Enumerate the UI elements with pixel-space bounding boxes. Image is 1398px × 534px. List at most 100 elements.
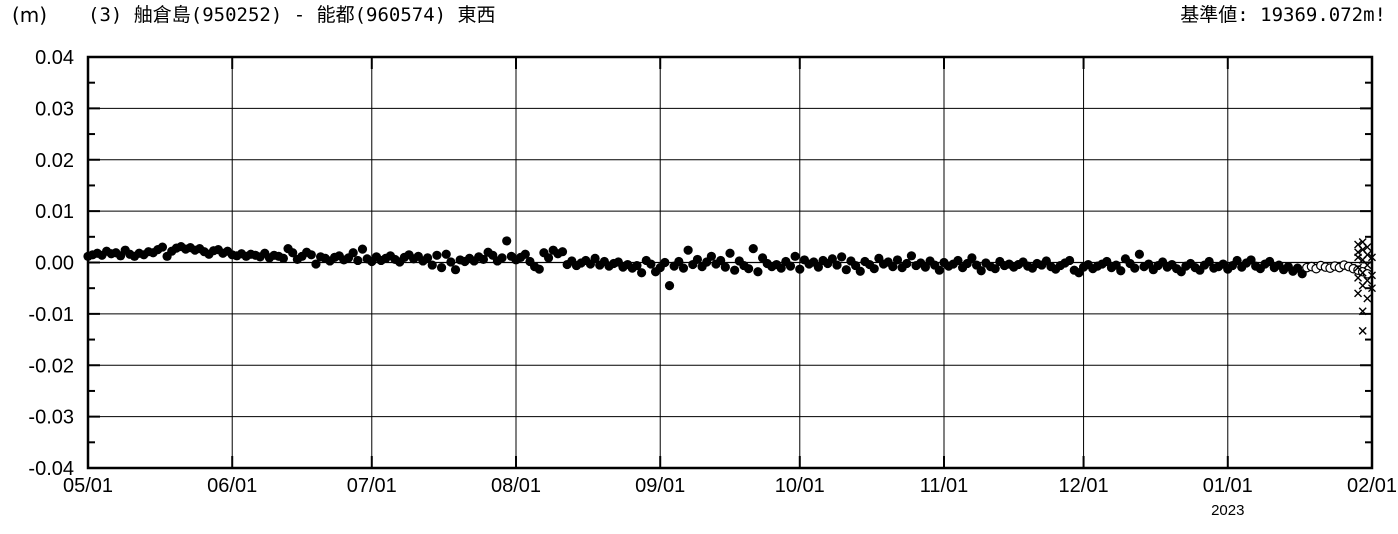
data-point-filled <box>1116 266 1126 276</box>
data-point-x <box>1363 261 1372 270</box>
data-point-filled <box>1065 255 1075 266</box>
data-point-filled <box>888 262 898 272</box>
data-point-filled <box>520 249 530 259</box>
data-point-x <box>1354 289 1363 298</box>
data-point-filled <box>753 267 763 277</box>
data-point-filled <box>423 253 433 263</box>
data-point-filled <box>502 236 512 246</box>
data-point-filled <box>1130 263 1140 273</box>
data-point-filled <box>744 264 754 274</box>
data-point-filled <box>534 264 544 274</box>
data-point-x <box>1363 243 1372 252</box>
x-tick-label: 02/01 <box>1347 475 1397 497</box>
y-tick-label: 0.02 <box>35 150 74 172</box>
data-point-filled <box>776 263 786 273</box>
data-point-x <box>1368 284 1376 293</box>
data-point-x <box>1363 294 1372 303</box>
y-tick-label: 0.01 <box>35 201 74 223</box>
data-point-filled <box>674 256 684 267</box>
data-point-filled <box>855 266 865 276</box>
x-tick-label: 10/01 <box>775 475 825 497</box>
data-point-filled <box>902 258 912 269</box>
data-point-filled <box>976 266 986 276</box>
data-point-filled <box>785 261 796 271</box>
x-tick-label: 11/01 <box>920 475 969 497</box>
chart-title: (3) 舳倉島(950252) - 能都(960574) 東西 <box>88 4 496 26</box>
y-tick-label: 0.03 <box>35 98 74 120</box>
x-year-label: 2023 <box>1211 502 1244 519</box>
data-point-filled <box>790 251 800 261</box>
data-point-filled <box>278 253 288 263</box>
data-point-filled <box>967 253 977 263</box>
y-tick-label: -0.03 <box>28 407 74 429</box>
data-point-filled <box>906 251 917 261</box>
data-point-filled <box>557 247 568 257</box>
data-point-filled <box>892 255 903 265</box>
data-point-filled <box>353 255 363 266</box>
data-point-filled <box>157 242 168 252</box>
data-point-filled <box>716 255 726 266</box>
data-point-filled <box>748 244 758 254</box>
data-point-filled <box>441 249 451 259</box>
x-tick-label: 01/01 <box>1203 475 1253 497</box>
data-point-filled <box>934 265 944 275</box>
data-point-filled <box>869 264 879 274</box>
y-tick-label: -0.04 <box>28 458 74 480</box>
data-point-x <box>1358 268 1367 277</box>
data-point-x <box>1368 271 1376 280</box>
data-point-filled <box>837 252 847 262</box>
plot-frame <box>86 55 1374 470</box>
data-point-x <box>1368 253 1376 262</box>
data-point-filled <box>953 255 963 266</box>
data-point-filled <box>427 260 437 270</box>
data-point-x <box>1354 253 1363 262</box>
data-point-filled <box>357 244 368 254</box>
data-point-filled <box>311 259 321 269</box>
data-point-filled <box>288 248 298 258</box>
data-point-filled <box>841 265 851 275</box>
data-point-filled <box>450 265 461 275</box>
data-point-x <box>1358 307 1367 316</box>
data-point-filled <box>990 264 1000 274</box>
y-tick-label: 0.00 <box>35 253 74 275</box>
x-tick-label: 08/01 <box>491 475 541 497</box>
data-point-filled <box>497 253 507 263</box>
data-point-filled <box>683 245 693 255</box>
data-point-filled <box>1204 256 1214 267</box>
data-point-filled <box>637 268 647 278</box>
x-tick-label: 05/01 <box>63 475 113 497</box>
data-point-filled <box>432 250 442 260</box>
data-point-filled <box>664 281 675 291</box>
data-point-filled <box>720 262 730 272</box>
y-tick-label: -0.02 <box>28 355 74 377</box>
data-point-filled <box>706 251 716 261</box>
data-point-filled <box>543 253 554 263</box>
data-point-filled <box>1232 255 1242 266</box>
data-point-filled <box>813 262 823 272</box>
data-point-filled <box>692 254 703 265</box>
data-point-filled <box>832 260 842 270</box>
data-point-filled <box>730 265 740 275</box>
data-point-filled <box>646 259 656 269</box>
y-unit-label: (m) <box>12 3 48 27</box>
data-point-x <box>1363 250 1372 259</box>
data-point-filled <box>632 260 642 271</box>
x-tick-label: 12/01 <box>1059 475 1109 497</box>
y-tick-label: -0.01 <box>28 304 74 326</box>
data-point-filled <box>590 253 600 263</box>
data-point-filled <box>478 254 489 265</box>
data-point-filled <box>446 257 456 267</box>
data-point-filled <box>795 264 805 274</box>
x-tick-label: 06/01 <box>207 475 257 497</box>
reference-value: 基準値: 19369.072m! <box>1180 4 1386 26</box>
data-point-filled <box>436 263 447 273</box>
data-point-filled <box>348 248 358 258</box>
x-tick-label: 07/01 <box>347 475 397 497</box>
data-point-x <box>1358 326 1367 335</box>
data-point-filled <box>1134 249 1144 259</box>
data-point-filled <box>725 248 735 258</box>
data-point-filled <box>306 250 316 260</box>
data-point-filled <box>678 263 689 273</box>
data-point-filled <box>660 257 670 268</box>
